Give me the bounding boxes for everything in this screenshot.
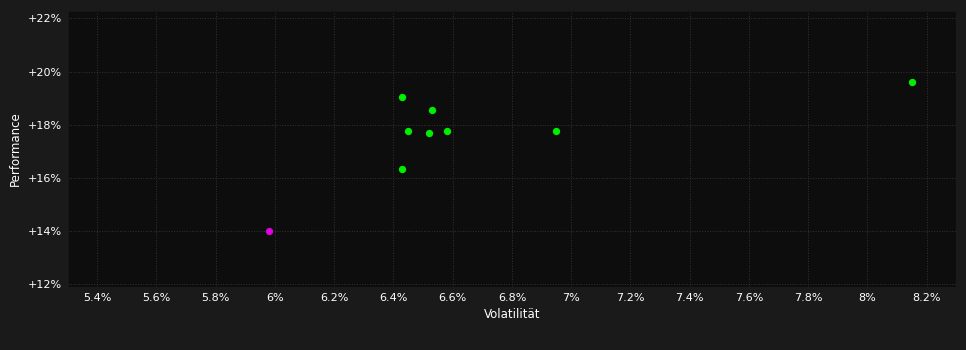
Point (421, 130, 437, 135)
Point (549, 129, 564, 134)
Point (904, 79, 920, 85)
X-axis label: Volatilität: Volatilität (484, 308, 540, 321)
Y-axis label: Performance: Performance (10, 111, 22, 186)
Point (401, 129, 416, 134)
Point (440, 129, 455, 134)
Point (395, 166, 411, 172)
Point (424, 107, 440, 113)
Point (262, 228, 277, 234)
Point (395, 94, 411, 100)
